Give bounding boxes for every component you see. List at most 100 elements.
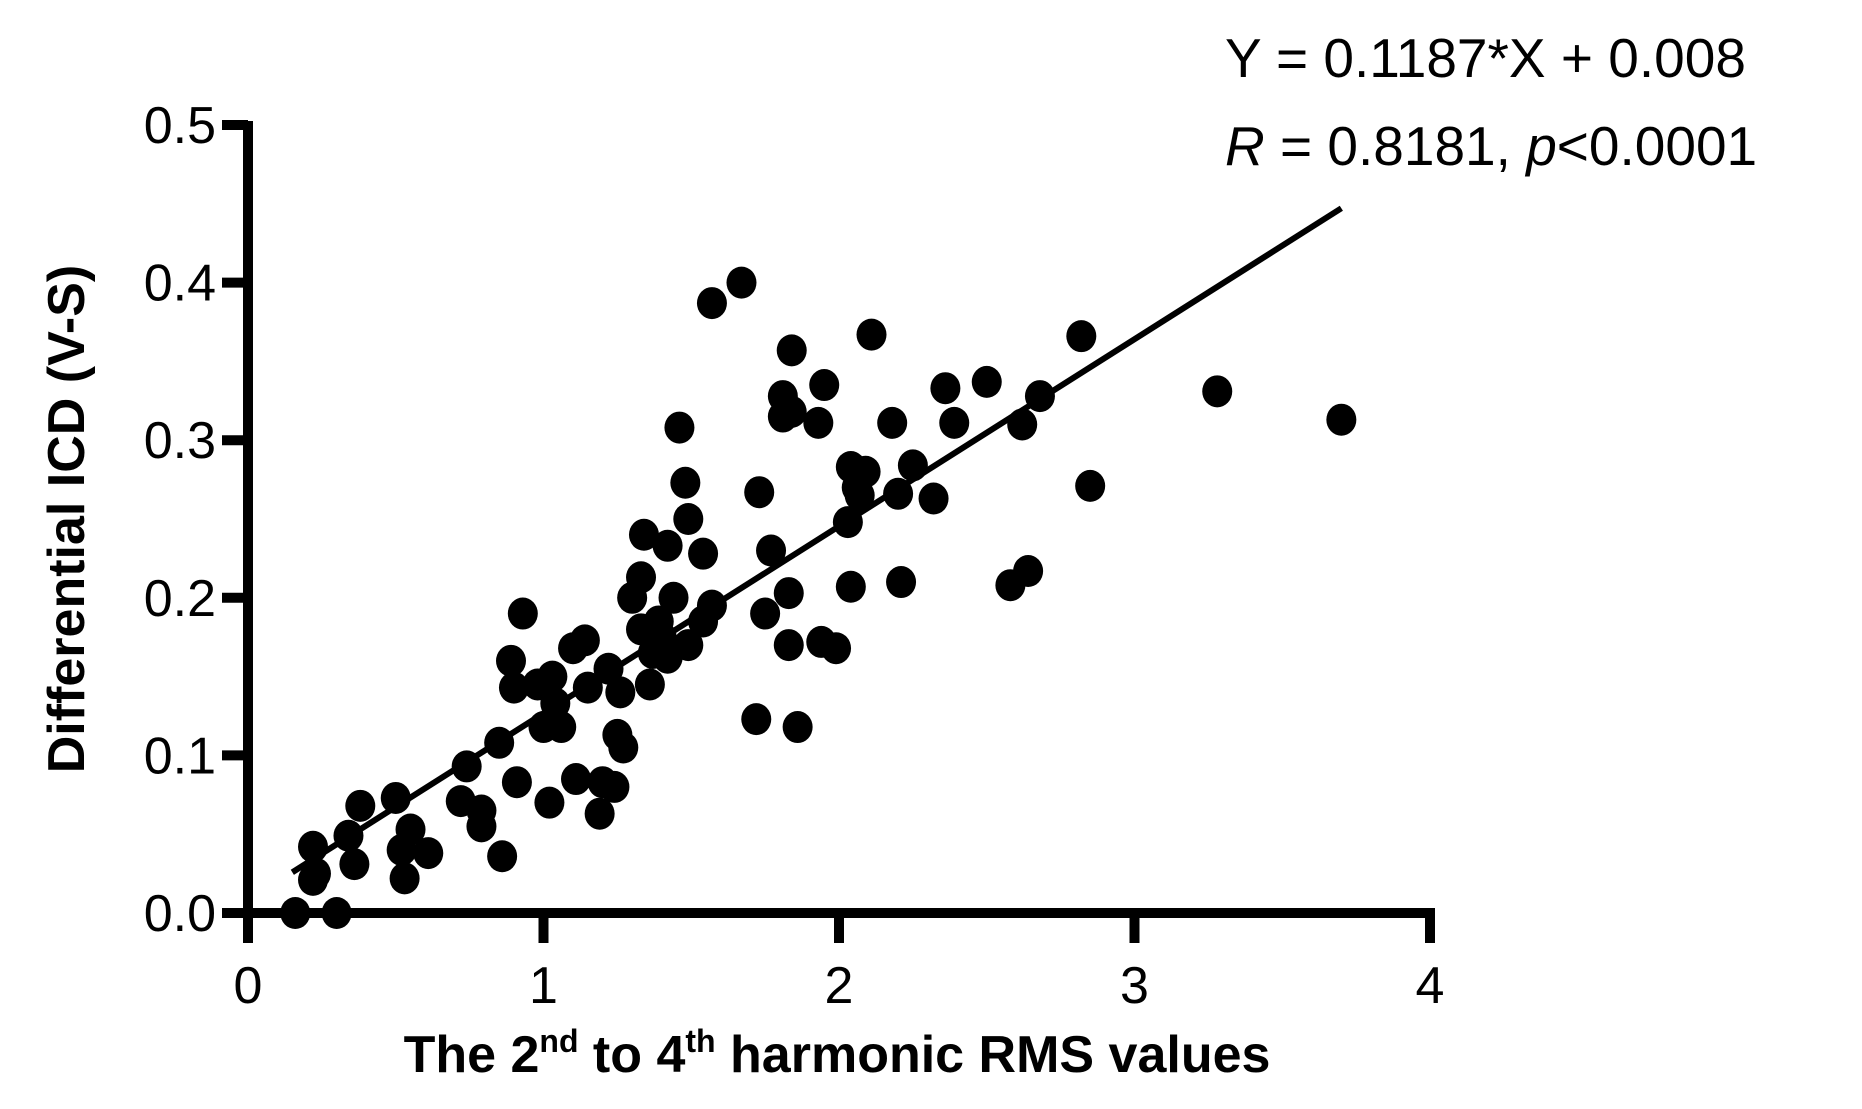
x-tick-label: 1	[529, 957, 558, 1015]
axes	[222, 120, 1435, 943]
data-point	[756, 534, 787, 567]
y-tick-label: 0.3	[144, 412, 216, 470]
data-point	[821, 632, 852, 665]
data-point	[626, 561, 657, 594]
data-point	[584, 797, 615, 830]
data-point	[321, 897, 352, 929]
data-point	[593, 652, 624, 685]
x-axis-title: The 2nd to 4th harmonic RMS values	[404, 1023, 1271, 1084]
data-point	[939, 406, 970, 439]
data-point	[333, 819, 364, 852]
data-point	[1075, 469, 1106, 502]
data-point	[744, 476, 775, 509]
data-point	[608, 731, 639, 764]
y-tick-label: 0.5	[144, 97, 216, 155]
data-point	[877, 406, 908, 439]
data-point	[897, 449, 928, 482]
data-point	[696, 589, 727, 622]
p-value: <0.0001	[1557, 115, 1757, 177]
x-title-part: harmonic RMS values	[716, 1026, 1271, 1084]
data-point	[280, 897, 311, 929]
data-point	[569, 624, 600, 657]
data-point	[673, 629, 704, 662]
data-point	[537, 660, 568, 693]
data-point	[466, 810, 497, 843]
data-point	[696, 287, 727, 320]
y-tick-label: 0.0	[144, 885, 216, 943]
data-point	[484, 726, 515, 759]
x-tick-label: 4	[1416, 957, 1445, 1015]
r-label: R	[1225, 115, 1265, 177]
data-point	[501, 766, 532, 799]
data-point	[561, 763, 592, 796]
data-point	[345, 789, 376, 822]
data-point	[776, 395, 807, 428]
data-point	[572, 671, 603, 704]
data-point	[673, 503, 704, 535]
data-point	[886, 566, 917, 599]
data-point	[782, 711, 813, 744]
data-point	[1007, 408, 1038, 441]
data-point	[628, 518, 659, 551]
data-point	[750, 597, 781, 630]
tick-labels: 0.0 0.1 0.2 0.3 0.4 0.5 0 1 2 3 4	[144, 97, 1445, 1015]
data-point	[599, 770, 630, 803]
data-point	[300, 857, 331, 890]
data-point	[670, 466, 701, 499]
data-point	[605, 676, 636, 709]
x-title-part: to 4	[578, 1026, 685, 1084]
data-point	[835, 570, 866, 603]
data-point	[1326, 403, 1357, 436]
data-point	[664, 411, 695, 444]
data-point	[1202, 375, 1233, 408]
data-point	[856, 318, 887, 351]
fit-line	[290, 205, 1343, 875]
data-point	[773, 629, 804, 662]
data-point	[339, 848, 370, 881]
x-tick-label: 0	[234, 957, 263, 1015]
regression-equation: Y = 0.1187*X + 0.008	[1225, 27, 1746, 89]
data-point	[803, 406, 834, 439]
data-point	[930, 372, 961, 405]
x-title-sup: nd	[539, 1023, 578, 1059]
data-point	[395, 813, 426, 846]
data-point	[634, 668, 665, 701]
x-title-sup: th	[685, 1023, 715, 1059]
data-point	[1066, 320, 1097, 353]
data-point	[776, 334, 807, 367]
data-point	[652, 529, 683, 562]
r-value: = 0.8181,	[1265, 115, 1526, 177]
data-point	[809, 369, 840, 402]
data-point	[451, 750, 482, 783]
data-point	[773, 577, 804, 610]
data-points	[280, 266, 1357, 929]
x-tick-label: 2	[825, 957, 854, 1015]
x-tick-label: 3	[1120, 957, 1149, 1015]
data-point	[918, 482, 949, 515]
data-point	[298, 830, 329, 863]
data-point	[971, 365, 1002, 398]
data-point	[380, 781, 411, 814]
data-point	[498, 671, 529, 704]
data-point	[389, 862, 420, 895]
x-title-part: The 2	[404, 1026, 540, 1084]
p-label: p	[1524, 115, 1557, 177]
data-point	[1024, 380, 1055, 413]
data-point	[507, 597, 538, 630]
y-tick-label: 0.1	[144, 727, 216, 785]
y-tick-label: 0.2	[144, 570, 216, 628]
data-point	[546, 711, 577, 744]
y-axis-title: Differential ICD (V-S)	[38, 265, 96, 774]
data-point	[741, 703, 772, 736]
data-point	[487, 840, 518, 873]
y-tick-label: 0.4	[144, 255, 216, 313]
data-point	[688, 537, 719, 570]
regression-line	[290, 205, 1343, 875]
data-point	[1013, 555, 1044, 588]
data-point	[534, 786, 565, 819]
data-point	[850, 455, 881, 488]
data-point	[495, 644, 526, 677]
data-point	[883, 477, 914, 510]
data-point	[726, 266, 757, 299]
